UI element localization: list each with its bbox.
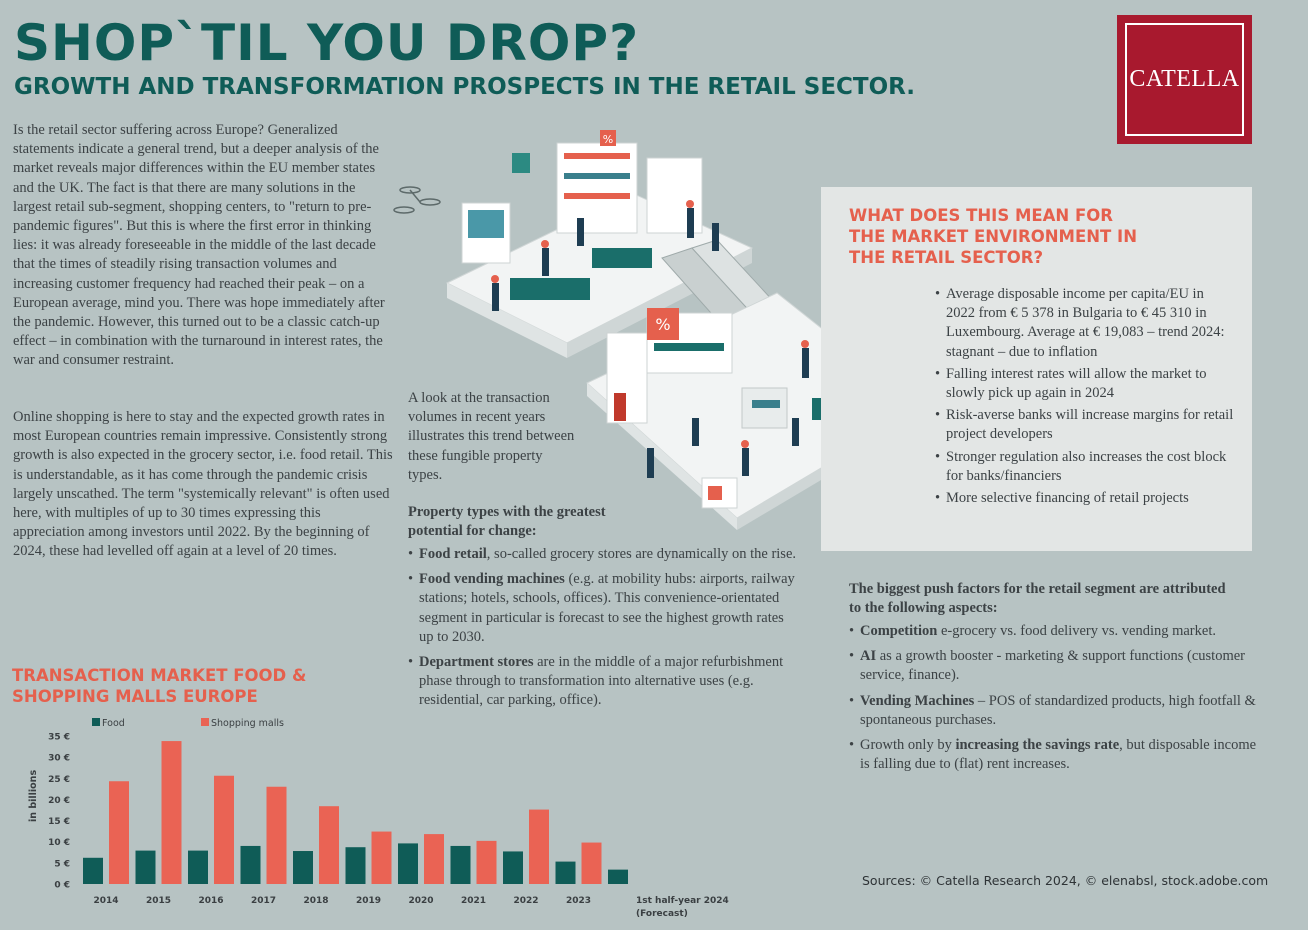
page-subtitle: GROWTH AND TRANSFORMATION PROSPECTS IN T… [14, 74, 916, 100]
chart-bar [214, 775, 234, 884]
x-tick-label: 2019 [356, 896, 381, 906]
x-tick-label: 2014 [93, 896, 118, 906]
y-tick-label: 0 € [54, 881, 70, 891]
x-tick-label: 2015 [146, 896, 171, 906]
list-item: Food retail, so-called grocery stores ar… [408, 545, 800, 564]
chart-bar [266, 786, 287, 884]
market-box-list: Average disposable income per capita/EU … [935, 285, 1235, 511]
legend-swatch [201, 718, 209, 726]
push-factors-heading: The biggest push factors for the retail … [849, 581, 1226, 617]
market-box-title: WHAT DOES THIS MEAN FOR THE MARKET ENVIR… [849, 206, 1138, 267]
y-tick-label: 10 € [48, 838, 70, 848]
list-item: AI as a growth booster - marketing & sup… [849, 647, 1259, 685]
list-item: More selective financing of retail proje… [935, 489, 1235, 508]
y-tick-label: 35 € [48, 733, 70, 743]
market-environment-box: WHAT DOES THIS MEAN FOR THE MARKET ENVIR… [821, 187, 1252, 551]
list-item: Falling interest rates will allow the ma… [935, 365, 1235, 403]
chart-bar [424, 834, 444, 884]
chart-bar [608, 869, 628, 884]
list-item: Vending Machines – POS of standardized p… [849, 692, 1259, 730]
transaction-intro: A look at the transaction volumes in rec… [408, 390, 575, 483]
y-axis-label: in billions [28, 770, 39, 822]
legend-label: Food [102, 718, 125, 729]
list-item: Department stores are in the middle of a… [408, 653, 800, 711]
chart-bar [188, 850, 208, 884]
x-tick-label: 2020 [408, 896, 433, 906]
x-tick-label: 1st half-year 2024 [636, 896, 729, 906]
x-tick-label: 2023 [566, 896, 591, 906]
chart-bar [293, 851, 313, 884]
intro-paragraph-2: Online shopping is here to stay and the … [13, 409, 393, 560]
x-tick-label: 2017 [251, 896, 276, 906]
shopping-mall-illustration: % % [393, 130, 923, 530]
chart-bar [398, 843, 418, 884]
legend-swatch [92, 718, 100, 726]
logo-text: CATELLA [1129, 66, 1240, 92]
property-types-list: Food retail, so-called grocery stores ar… [408, 545, 800, 717]
y-tick-label: 25 € [48, 775, 70, 785]
property-types-heading: Property types with the greatest potenti… [408, 504, 606, 540]
chart-bar [581, 842, 602, 884]
x-tick-label: 2021 [461, 896, 486, 906]
chart-bar [240, 845, 261, 884]
x-tick-label: 2022 [513, 896, 538, 906]
chart-bar [503, 851, 523, 884]
list-item: Stronger regulation also increases the c… [935, 448, 1235, 486]
chart-bar [109, 781, 129, 884]
chart-bar [450, 845, 471, 884]
x-tick-label: (Forecast) [636, 909, 688, 919]
transaction-bar-chart: 0 € 5 € 10 € 15 € 20 € 25 € 30 € 35 € in billion… [28, 718, 729, 919]
x-tick-label: 2018 [303, 896, 328, 906]
chart-bar [345, 847, 366, 884]
chart-bar [135, 850, 156, 884]
list-item: Growth only by increasing the savings ra… [849, 736, 1259, 774]
svg-text:%: % [655, 315, 670, 334]
y-tick-label: 30 € [48, 754, 70, 764]
svg-text:%: % [603, 133, 613, 146]
chart-bar [476, 840, 497, 884]
y-tick-label: 20 € [48, 796, 70, 806]
list-item: Food vending machines (e.g. at mobility … [408, 570, 800, 647]
page-title: SHOP`TIL YOU DROP? [14, 14, 640, 72]
chart-bar [529, 809, 549, 884]
list-item: Competition e-grocery vs. food delivery … [849, 622, 1259, 641]
y-tick-label: 5 € [54, 859, 70, 869]
chart-bar [555, 861, 576, 884]
intro-paragraph-1: Is the retail sector suffering across Eu… [13, 122, 385, 369]
legend-label: Shopping malls [211, 718, 284, 729]
sources-credit: Sources: © Catella Research 2024, © elen… [862, 873, 1269, 888]
list-item: Risk-averse banks will increase margins … [935, 406, 1235, 444]
list-item: Average disposable income per capita/EU … [935, 285, 1235, 362]
push-factors-list: Competition e-grocery vs. food delivery … [849, 622, 1259, 780]
y-tick-label: 15 € [48, 817, 70, 827]
chart-bar [83, 857, 103, 884]
chart-bar [319, 806, 339, 884]
chart-bar [371, 831, 392, 884]
chart-title: TRANSACTION MARKET FOOD & SHOPPING MALLS… [12, 666, 307, 706]
x-tick-label: 2016 [198, 896, 223, 906]
catella-logo: CATELLA [1117, 15, 1252, 144]
chart-bar [161, 741, 182, 884]
